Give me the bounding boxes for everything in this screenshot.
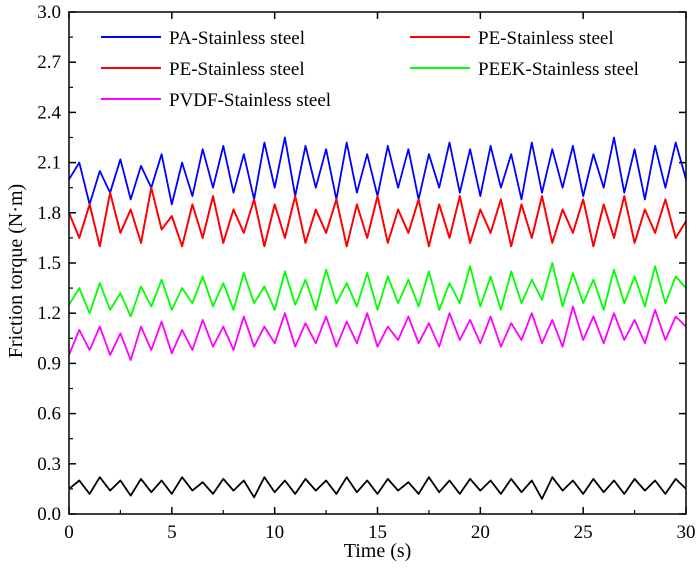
- series-line-peek-stainless-steel: [68, 262, 687, 318]
- y-tick-label: 1.5: [37, 253, 61, 274]
- series-line-pa-stainless-steel: [68, 136, 687, 206]
- plot-lines: [68, 136, 687, 500]
- ticks: 0 5 10 15 20 25 30 0.0 0.3 0.6 0.9 1.2 1.5 1.8 2.1 2.4 2…: [37, 2, 695, 543]
- y-tick-label: 2.7: [37, 52, 61, 73]
- series-line-pe-stainless-steel: [68, 186, 687, 248]
- legend-label: PVDF-Stainless steel: [169, 90, 331, 111]
- x-tick-label: 30: [677, 522, 696, 543]
- legend-label: PE-Stainless steel: [478, 28, 614, 49]
- series-line-pvdf-stainless-steel: [68, 305, 687, 362]
- legend: PA-Stainless steel PE-Stainless steel PE-S…: [101, 28, 639, 111]
- y-tick-label: 2.1: [37, 153, 61, 174]
- axes: [68, 11, 687, 515]
- x-tick-label: 0: [64, 522, 74, 543]
- legend-label: PE-Stainless steel: [169, 59, 305, 80]
- y-tick-label: 0.3: [37, 454, 61, 475]
- x-tick-label: 10: [265, 522, 284, 543]
- legend-label: PA-Stainless steel: [169, 28, 305, 49]
- y-tick-label: 0.6: [37, 404, 61, 425]
- y-tick-label: 1.2: [37, 303, 61, 324]
- x-tick-label: 20: [471, 522, 490, 543]
- y-tick-label: 0.0: [37, 504, 61, 525]
- y-tick-label: 1.8: [37, 203, 61, 224]
- y-tick-label: 3.0: [37, 2, 61, 23]
- x-tick-label: 15: [368, 522, 387, 543]
- series-line-no-load-torque: [68, 476, 687, 500]
- y-tick-label: 0.9: [37, 353, 61, 374]
- x-axis-title: Time (s): [344, 540, 412, 562]
- x-tick-label: 25: [574, 522, 593, 543]
- plot-frame: [68, 11, 687, 515]
- legend-label: PEEK-Stainless steel: [478, 59, 639, 80]
- y-axis-title: Friction torque (N·m): [5, 184, 27, 358]
- x-tick-label: 5: [167, 522, 177, 543]
- y-tick-label: 2.4: [37, 102, 61, 123]
